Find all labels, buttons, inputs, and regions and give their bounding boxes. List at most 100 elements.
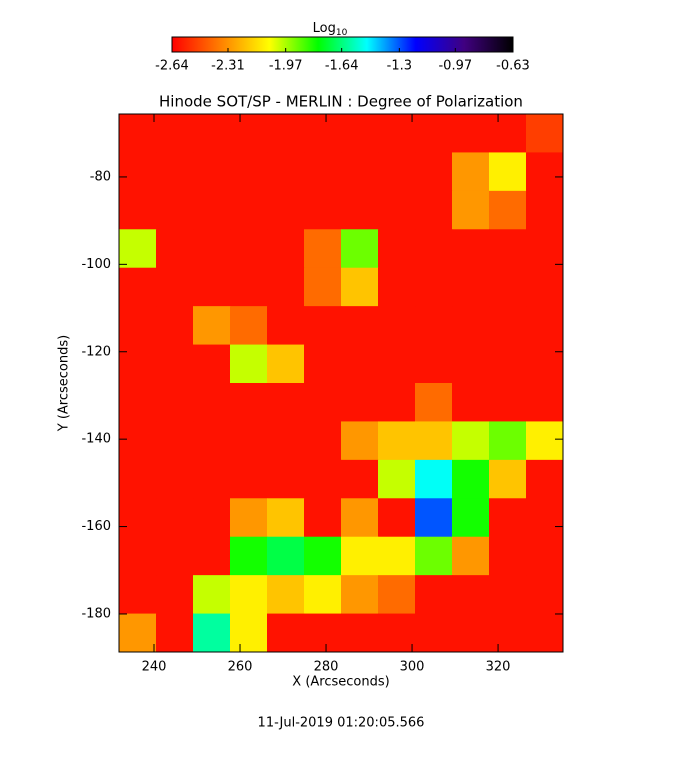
heatmap-cell [230, 383, 268, 422]
heatmap-cell [341, 152, 379, 192]
heatmap-cell [193, 267, 231, 307]
colorbar-tick-label: -0.63 [496, 59, 530, 74]
heatmap-cell [415, 190, 453, 230]
heatmap-cell [378, 190, 416, 230]
heatmap-cell [230, 536, 268, 576]
colorbar-tick-label: -2.64 [155, 59, 189, 74]
heatmap-cell [341, 383, 379, 422]
colorbar-label-subscript: 10 [336, 28, 348, 38]
x-tick-label: 300 [400, 660, 425, 675]
heatmap-cell [526, 306, 564, 346]
heatmap-cell [119, 459, 157, 499]
heatmap-cell [452, 575, 490, 615]
heatmap-cell [193, 114, 231, 153]
heatmap-cell [156, 344, 194, 384]
heatmap-cell [526, 152, 564, 192]
heatmap-cell [304, 190, 342, 230]
heatmap-cell [156, 536, 194, 576]
heatmap-cell [304, 421, 342, 461]
heatmap-cell [156, 613, 194, 653]
heatmap-cell [230, 421, 268, 461]
heatmap-cell [304, 383, 342, 422]
heatmap-cell [193, 613, 231, 653]
heatmap-cell [526, 613, 564, 653]
heatmap-cell [415, 114, 453, 153]
heatmap-cell [230, 498, 268, 538]
heatmap-cell [304, 306, 342, 346]
colorbar-tick-label: -1.3 [387, 59, 412, 74]
heatmap-cell [489, 575, 527, 615]
heatmap-cell [156, 190, 194, 230]
heatmap-cell [267, 229, 305, 269]
heatmap-cell [489, 498, 527, 538]
heatmap-cell [267, 421, 305, 461]
heatmap-cell [230, 267, 268, 307]
heatmap-cell [193, 421, 231, 461]
heatmap-cell [452, 114, 490, 153]
heatmap-cell [119, 306, 157, 346]
heatmap-cell [526, 229, 564, 269]
heatmap-cell [119, 229, 157, 269]
heatmap-cell [230, 190, 268, 230]
heatmap-cell [119, 114, 157, 153]
heatmap-cell [304, 459, 342, 499]
heatmap-cell [267, 344, 305, 384]
x-tick-label: 240 [142, 660, 167, 675]
colorbar-tick-label: -1.97 [269, 59, 303, 74]
heatmap-cell [304, 152, 342, 192]
heatmap-cell [119, 575, 157, 615]
heatmap-cell [156, 421, 194, 461]
heatmap-cell [489, 344, 527, 384]
heatmap-cell [452, 536, 490, 576]
heatmap-cell [489, 267, 527, 307]
heatmap-cell [526, 114, 564, 153]
colorbar-tick-label: -2.31 [211, 59, 245, 74]
heatmap-cell [489, 152, 527, 192]
heatmap-cell [452, 306, 490, 346]
heatmap-cell [378, 344, 416, 384]
x-tick-label: 320 [486, 660, 511, 675]
heatmap-cell [119, 498, 157, 538]
heatmap-cell [156, 306, 194, 346]
heatmap-cell [415, 421, 453, 461]
chart-title: Hinode SOT/SP - MERLIN : Degree of Polar… [159, 93, 523, 111]
heatmap-cell [415, 498, 453, 538]
heatmap-cell [267, 459, 305, 499]
heatmap-cell [452, 152, 490, 192]
heatmap-cell [526, 344, 564, 384]
heatmap-cell [489, 190, 527, 230]
heatmap-cell [156, 152, 194, 192]
heatmap-cell [415, 575, 453, 615]
y-tick-label: -140 [81, 432, 111, 447]
x-axis-label: X (Arcseconds) [292, 675, 389, 690]
heatmap-cell [378, 383, 416, 422]
heatmap-cell [341, 229, 379, 269]
plot-frame [118, 113, 564, 653]
heatmap-cell [341, 613, 379, 653]
y-axis-label: Y (Arcseconds) [57, 335, 72, 432]
colorbar-tick-label: -1.64 [325, 59, 359, 74]
heatmap-cell [341, 536, 379, 576]
heatmap-cell [341, 190, 379, 230]
heatmap-cell [378, 421, 416, 461]
heatmap-cell [452, 421, 490, 461]
heatmap-cell [304, 267, 342, 307]
heatmap-cell [452, 498, 490, 538]
heatmap-cell [304, 229, 342, 269]
heatmap-cell [378, 498, 416, 538]
heatmap-cell [452, 383, 490, 422]
y-tick-label: -160 [81, 519, 111, 534]
heatmap-cell [230, 229, 268, 269]
heatmap-cell [304, 613, 342, 653]
heatmap-cell [193, 190, 231, 230]
heatmap-cell [119, 152, 157, 192]
y-tick-label: -120 [81, 344, 111, 359]
heatmap-cell [452, 267, 490, 307]
heatmap-cell [378, 306, 416, 346]
heatmap-cell [267, 383, 305, 422]
heatmap-cell [452, 613, 490, 653]
heatmap-cell [378, 459, 416, 499]
heatmap-cell [526, 190, 564, 230]
heatmap-cell [415, 306, 453, 346]
